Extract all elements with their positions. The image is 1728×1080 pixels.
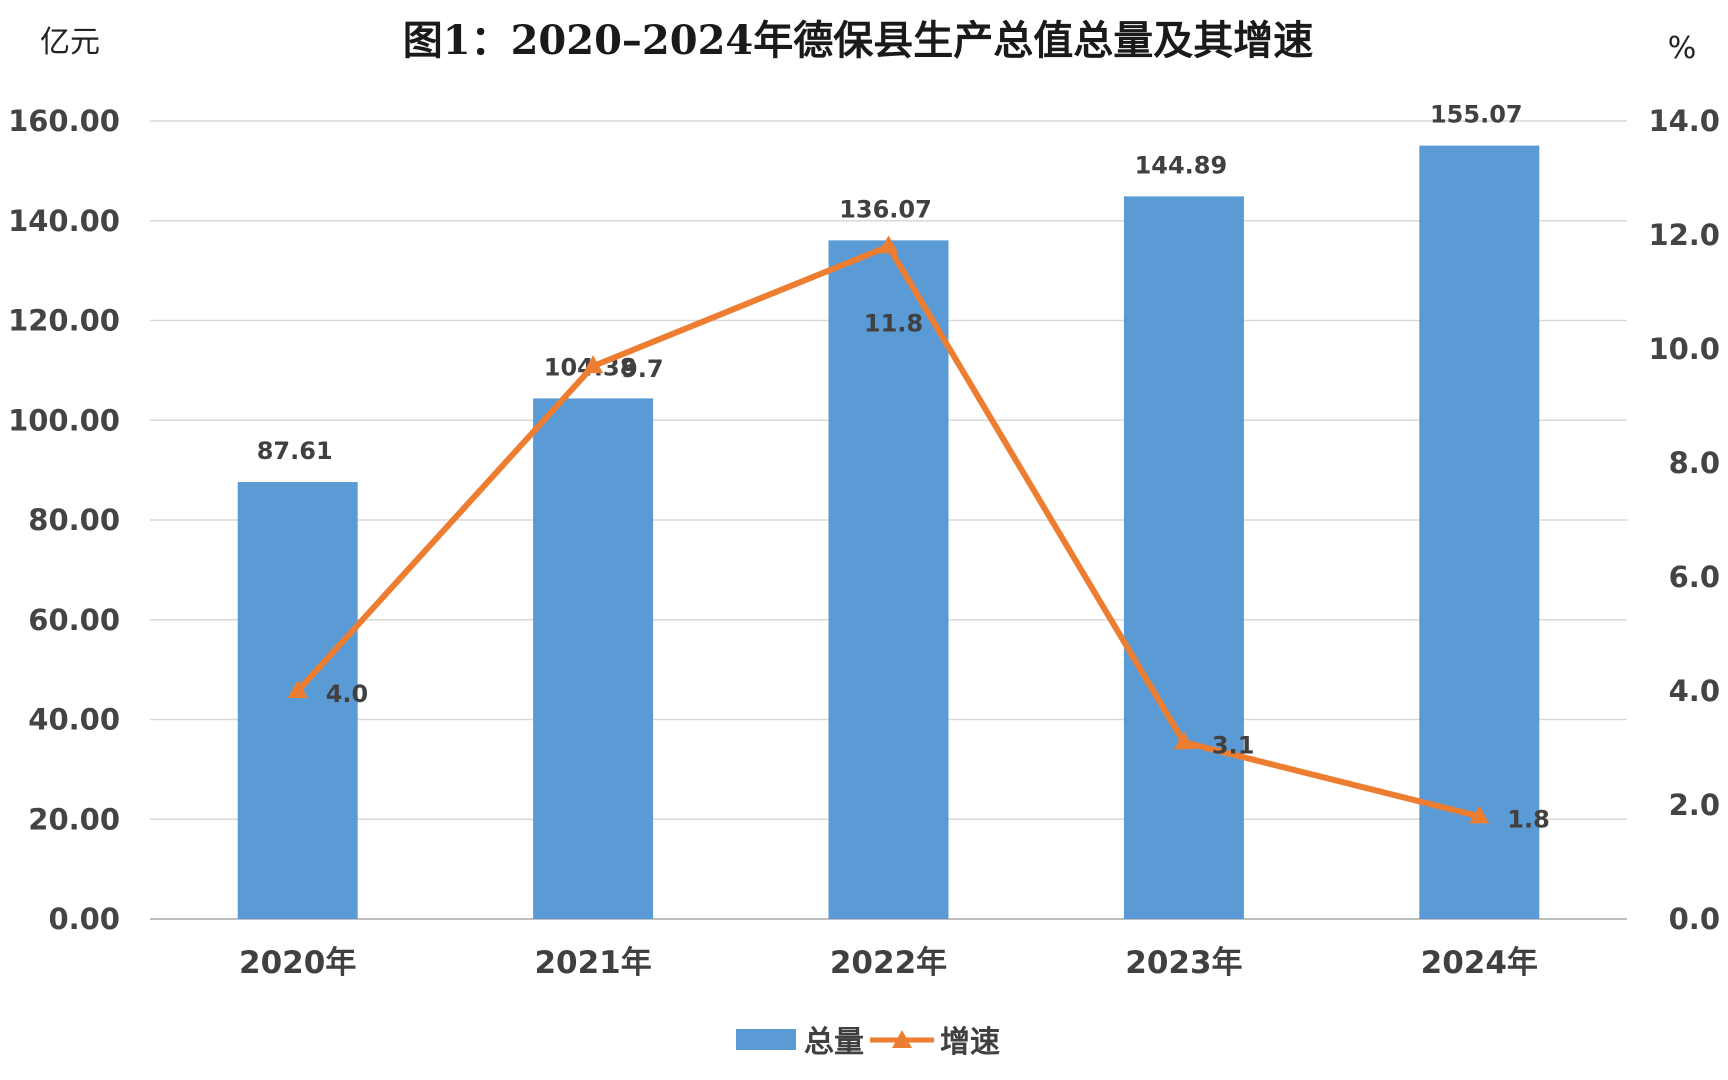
left-axis-tick-label: 40.00 bbox=[28, 703, 120, 737]
right-axis-tick-label: 8.0 bbox=[1669, 446, 1720, 480]
right-axis-tick-label: 4.0 bbox=[1669, 674, 1720, 708]
legend-label-line: 增速 bbox=[940, 1025, 1000, 1060]
x-axis-tick-label: 2020年 bbox=[239, 945, 356, 981]
bar bbox=[1419, 145, 1540, 919]
bar-data-label: 144.89 bbox=[1135, 151, 1228, 179]
line-data-label: 11.8 bbox=[864, 309, 923, 337]
line-data-labels: 4.0 9.7 11.8 3.1 1.8 bbox=[326, 309, 1550, 833]
right-axis-tick-label: 0.0 bbox=[1669, 902, 1720, 936]
x-axis-tick-label: 2021年 bbox=[534, 945, 651, 981]
left-axis-tick-label: 160.00 bbox=[8, 104, 120, 138]
x-axis-tick-label: 2024年 bbox=[1421, 945, 1538, 981]
bar-data-label: 87.61 bbox=[257, 437, 333, 465]
bar-series bbox=[237, 145, 1540, 919]
legend-label-bar: 总量 bbox=[804, 1025, 864, 1060]
left-axis-tick-label: 80.00 bbox=[28, 503, 120, 537]
bar-data-label: 136.07 bbox=[839, 195, 932, 223]
line-marker-triangle bbox=[1173, 731, 1194, 750]
left-axis-ticks: 0.00 20.00 40.00 60.00 80.00 100.00 120.00 140.… bbox=[8, 104, 120, 936]
x-axis-tick-label: 2023年 bbox=[1125, 945, 1242, 981]
line-marker-triangle bbox=[878, 235, 899, 254]
chart-title: 图1：2020–2024年德保县生产总值总量及其增速 bbox=[403, 17, 1314, 64]
line-series bbox=[287, 235, 1490, 824]
legend-swatch-bar bbox=[736, 1029, 796, 1050]
right-axis-tick-label: 12.0 bbox=[1648, 218, 1720, 252]
bar-data-label: 155.07 bbox=[1430, 101, 1523, 129]
x-axis-tick-label: 2022年 bbox=[830, 945, 947, 981]
left-axis-tick-label: 100.00 bbox=[8, 403, 120, 437]
left-axis-tick-label: 0.00 bbox=[48, 902, 120, 936]
bar bbox=[533, 398, 654, 919]
right-axis-unit: % bbox=[1668, 31, 1697, 66]
bar bbox=[828, 240, 949, 919]
left-axis-tick-label: 20.00 bbox=[28, 802, 120, 836]
bar bbox=[1123, 196, 1244, 919]
right-axis-ticks: 0.0 2.0 4.0 6.0 8.0 10.0 12.0 14.0 bbox=[1648, 104, 1720, 936]
legend: 总量 增速 bbox=[736, 1025, 1000, 1060]
line-data-label: 4.0 bbox=[326, 680, 369, 708]
line-data-label: 1.8 bbox=[1507, 805, 1550, 833]
x-axis-labels: 2020年 2021年 2022年 2023年 2024年 bbox=[239, 945, 1538, 981]
left-axis-unit: 亿元 bbox=[40, 25, 100, 60]
right-axis-tick-label: 2.0 bbox=[1669, 788, 1720, 822]
line-data-label: 3.1 bbox=[1212, 731, 1255, 759]
line-marker-triangle bbox=[287, 680, 308, 698]
right-axis-tick-label: 6.0 bbox=[1669, 560, 1720, 594]
legend-marker-triangle bbox=[892, 1030, 912, 1048]
line-marker-triangle bbox=[583, 355, 604, 374]
left-axis-tick-label: 60.00 bbox=[28, 603, 120, 637]
right-axis-tick-label: 10.0 bbox=[1648, 332, 1720, 366]
line-marker-triangle bbox=[1469, 805, 1490, 824]
left-axis-tick-label: 140.00 bbox=[8, 204, 120, 238]
left-axis-tick-label: 120.00 bbox=[8, 304, 120, 338]
bar bbox=[237, 482, 358, 919]
right-axis-tick-label: 14.0 bbox=[1648, 104, 1720, 138]
line-data-label: 9.7 bbox=[621, 355, 664, 383]
